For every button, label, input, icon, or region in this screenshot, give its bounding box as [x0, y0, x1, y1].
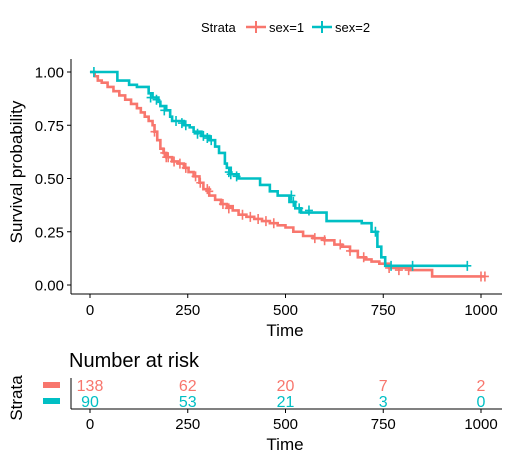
legend: Strata sex=1 sex=2 [201, 20, 370, 35]
x-tick-label: 0 [86, 302, 94, 319]
censor-mark-sex2 [371, 226, 380, 237]
km-plot: 0.00 0.25 0.50 0.75 1.00 0 250 500 750 1000 Time… [7, 59, 502, 340]
censor-mark-sex2 [463, 260, 472, 271]
legend-label-sex2: sex=2 [335, 20, 370, 35]
censor-mark-sex1 [310, 233, 319, 244]
censor-mark-sex2 [295, 203, 304, 214]
censor-mark-sex1 [224, 203, 233, 214]
censor-mark-sex1 [336, 239, 345, 250]
legend-key-sex2 [312, 21, 332, 33]
censor-mark-sex2 [177, 118, 186, 129]
censor-mark-sex2 [152, 94, 161, 105]
risk-count-sex1: 7 [379, 378, 388, 395]
censor-mark-sex1 [320, 235, 329, 246]
km-curve-sex1 [90, 70, 485, 278]
risk-x-tick-label: 0 [86, 416, 94, 433]
censor-mark-sex2 [199, 130, 208, 141]
censor-mark-sex1 [261, 216, 270, 227]
risk-count-sex2: 90 [81, 394, 99, 411]
censor-mark-sex2 [160, 105, 169, 116]
censor-mark-sex1 [218, 199, 227, 210]
censor-mark-sex2 [408, 260, 417, 271]
legend-key-sex1 [246, 21, 266, 33]
risk-cells: 138 62 20 7 2 90 53 21 3 0 [77, 378, 486, 411]
censor-mark-sex1 [181, 162, 190, 173]
x-tick-label: 500 [273, 302, 298, 319]
censor-mark-sex2 [287, 190, 296, 201]
km-curve-sex2 [90, 70, 468, 268]
risk-count-sex2: 3 [379, 394, 388, 411]
risk-row-key-sex2 [43, 398, 60, 404]
risk-count-sex1: 138 [77, 378, 104, 395]
risk-table-x-title: Time [266, 435, 303, 454]
censor-mark-sex1 [205, 186, 214, 197]
censor-mark-sex1 [480, 271, 489, 282]
series-layer [89, 67, 489, 282]
y-axis-title: Survival probability [7, 100, 26, 243]
y-tick-label: 0.25 [35, 224, 64, 241]
x-tick-label: 750 [371, 302, 396, 319]
risk-count-sex1: 2 [477, 378, 486, 395]
censor-mark-sex1 [170, 156, 179, 167]
censor-mark-sex2 [89, 67, 98, 77]
risk-row-key-sex1 [43, 382, 60, 388]
legend-label-sex1: sex=1 [269, 20, 304, 35]
censor-mark-sex1 [150, 126, 159, 137]
censor-mark-sex2 [181, 120, 190, 131]
censor-mark-sex2 [387, 260, 396, 271]
censor-mark-sex1 [175, 158, 184, 169]
risk-x-tick-label: 250 [175, 416, 200, 433]
censor-mark-sex2 [193, 128, 202, 139]
risk-table-y-title: Strata [7, 375, 26, 421]
y-tick-label: 0.75 [35, 118, 64, 135]
censor-mark-sex2 [226, 169, 235, 180]
censor-mark-sex2 [203, 133, 212, 144]
legend-title: Strata [201, 20, 236, 35]
censor-mark-sex1 [359, 252, 368, 263]
risk-count-sex2: 21 [277, 394, 295, 411]
risk-count-sex2: 0 [477, 394, 486, 411]
x-tick-label: 250 [175, 302, 200, 319]
x-axis-title: Time [266, 321, 303, 340]
risk-x-tick-label: 750 [371, 416, 396, 433]
risk-x-tick-label: 1000 [464, 416, 497, 433]
risk-count-sex2: 53 [179, 394, 197, 411]
risk-table-x-ticks: 0 250 500 750 1000 [86, 409, 498, 433]
censor-mark-sex1 [246, 211, 255, 222]
x-axis-ticks: 0 250 500 750 1000 [86, 294, 498, 319]
censor-mark-sex2 [146, 92, 155, 103]
y-axis-ticks: 0.00 0.25 0.50 0.75 1.00 [35, 65, 71, 295]
censor-mark-sex2 [289, 196, 298, 207]
censor-mark-sex2 [172, 115, 181, 126]
censor-mark-sex2 [232, 171, 241, 182]
x-tick-label: 1000 [464, 302, 497, 319]
risk-x-tick-label: 500 [273, 416, 298, 433]
y-tick-label: 0.00 [35, 278, 64, 295]
censor-mark-sex2 [207, 135, 216, 146]
risk-count-sex1: 62 [179, 378, 197, 395]
censor-mark-sex1 [238, 209, 247, 220]
y-tick-label: 0.50 [35, 171, 64, 188]
risk-count-sex1: 20 [277, 378, 295, 395]
censor-mark-sex1 [254, 213, 263, 224]
censor-mark-sex1 [269, 218, 278, 229]
censor-mark-sex2 [304, 205, 313, 216]
risk-table: Number at risk Strata 138 62 20 7 2 90 53 21 3 0 … [7, 350, 502, 454]
risk-table-title: Number at risk [69, 350, 200, 372]
y-tick-label: 1.00 [35, 65, 64, 82]
censor-mark-sex1 [191, 171, 200, 182]
censor-mark-sex1 [164, 152, 173, 163]
censor-mark-sex1 [196, 177, 205, 188]
censor-mark-sex1 [346, 245, 355, 256]
